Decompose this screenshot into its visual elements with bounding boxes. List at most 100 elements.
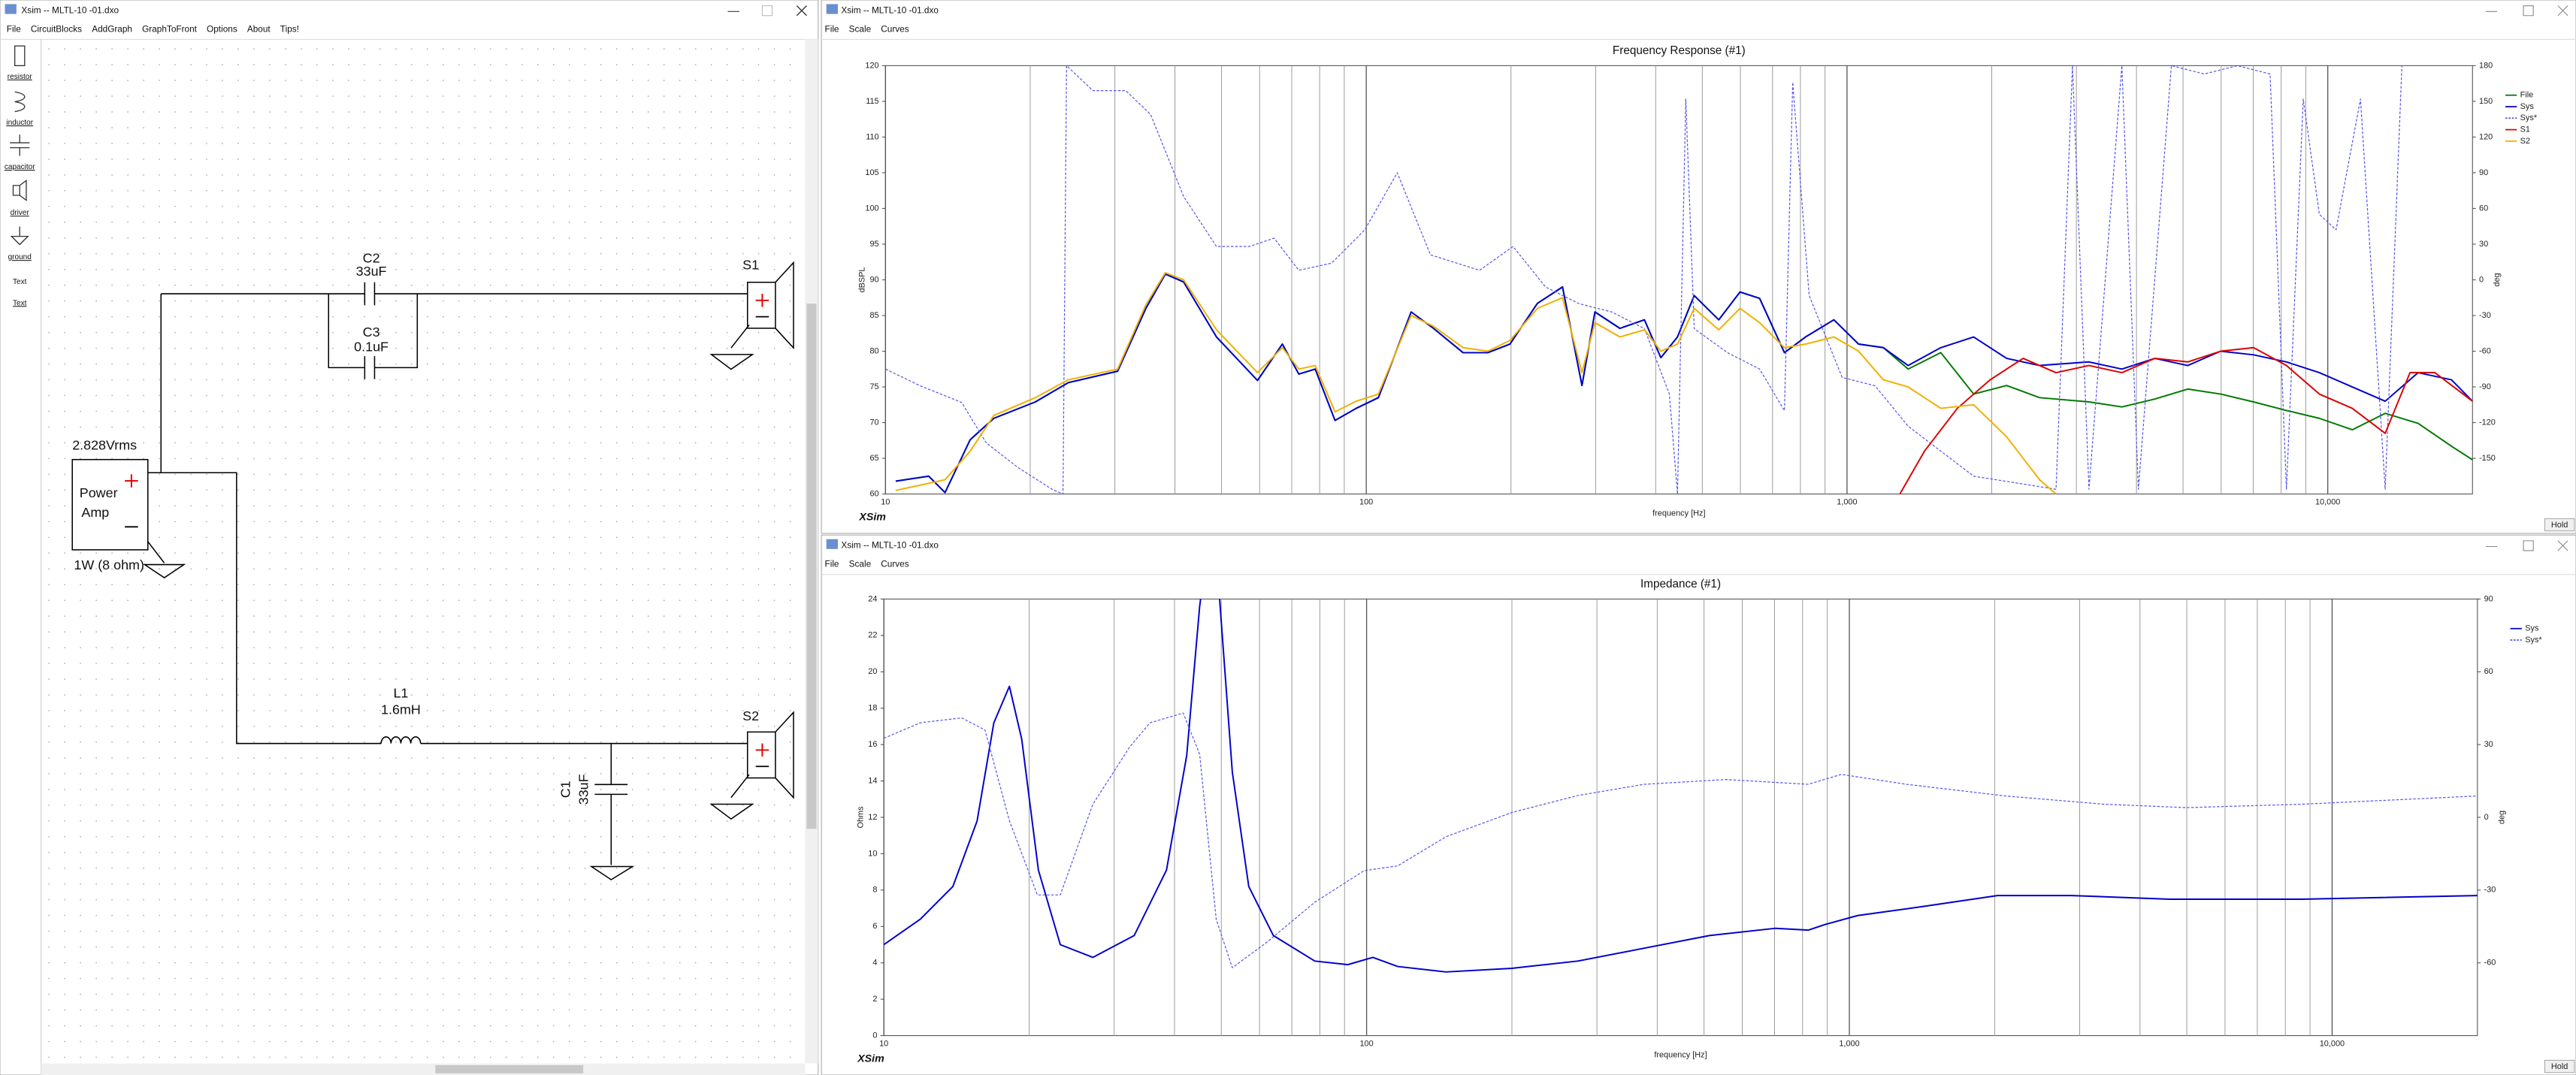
component-value: 33uF xyxy=(356,264,387,279)
app-icon xyxy=(5,4,17,14)
y-tick-label: 90 xyxy=(869,275,878,284)
speaker-s2[interactable] xyxy=(709,711,794,820)
series-line xyxy=(1899,346,2473,494)
tool-label[interactable]: capacitor xyxy=(5,163,35,171)
menu-item[interactable]: File xyxy=(7,23,21,34)
series-line xyxy=(884,712,2478,968)
menu-item[interactable]: File xyxy=(824,559,839,569)
menu-item[interactable]: Scale xyxy=(849,23,872,34)
series-line xyxy=(895,272,2057,494)
circuit xyxy=(71,261,794,880)
x-axis-label: frequency [Hz] xyxy=(1652,509,1705,518)
legend-label: S1 xyxy=(2520,125,2530,134)
menu-item[interactable]: CircuitBlocks xyxy=(31,23,82,34)
y-tick-label: 80 xyxy=(869,346,878,355)
component-name: C1 xyxy=(558,781,573,798)
hold-button[interactable] xyxy=(2544,518,2575,532)
legend-label: Sys xyxy=(2520,102,2535,111)
y2-tick-label: -30 xyxy=(2484,886,2496,895)
hold-label[interactable]: Hold xyxy=(2551,1062,2568,1071)
y-tick-label: 70 xyxy=(869,418,878,427)
y2-tick-label: 0 xyxy=(2484,813,2489,822)
window-controls[interactable] xyxy=(727,5,807,17)
y2-tick-label: 120 xyxy=(2479,132,2493,141)
inductor-icon[interactable] xyxy=(14,91,26,113)
y-tick-label: 85 xyxy=(869,311,878,320)
legend-label: Sys* xyxy=(2525,636,2542,645)
menu-item[interactable]: GraphToFront xyxy=(142,23,198,34)
window-title: Xsim -- MLTL-10 -01.dxo xyxy=(841,5,939,15)
speaker-s1[interactable] xyxy=(709,261,794,370)
tool-label[interactable]: Text xyxy=(13,278,27,286)
hold-label[interactable]: Hold xyxy=(2551,521,2568,530)
menu-bar: File Scale Curves xyxy=(824,559,909,569)
app-icon xyxy=(826,4,838,14)
component-value: 33uF xyxy=(576,774,591,805)
menu-item[interactable]: Options xyxy=(207,23,237,34)
menu-item[interactable]: Curves xyxy=(881,559,909,569)
y2-tick-label: 60 xyxy=(2484,667,2493,676)
tool-label[interactable]: inductor xyxy=(6,119,33,127)
legend-label: Sys* xyxy=(2520,113,2538,122)
y-tick-label: 6 xyxy=(872,922,877,931)
y2-tick-label: 30 xyxy=(2479,240,2488,249)
app-icon xyxy=(826,539,838,549)
menu-item[interactable]: Curves xyxy=(881,23,909,34)
component-name: S1 xyxy=(742,257,759,272)
x-tick-label: 10,000 xyxy=(2315,497,2340,506)
x-tick-label: 10 xyxy=(881,497,890,506)
window-controls[interactable] xyxy=(2485,5,2568,17)
toolbar: resistor inductor capacitor driver groun… xyxy=(5,45,35,307)
plot-area xyxy=(884,65,2473,495)
window-controls[interactable] xyxy=(2485,540,2568,551)
driver-icon[interactable] xyxy=(12,180,27,201)
y2-tick-label: -60 xyxy=(2484,959,2496,968)
scrollbar-horizontal[interactable] xyxy=(41,1063,806,1075)
y2-tick-label: 30 xyxy=(2484,740,2493,749)
tool-label[interactable]: ground xyxy=(8,253,32,261)
y-tick-label: 115 xyxy=(866,97,878,106)
y-tick-label: 65 xyxy=(869,454,878,463)
menu-item[interactable]: AddGraph xyxy=(92,23,132,34)
menu-item[interactable]: Tips! xyxy=(280,23,299,34)
ground-icon[interactable] xyxy=(10,226,29,246)
component-value: 1.6mH xyxy=(381,702,421,717)
menu-item[interactable]: Scale xyxy=(849,559,872,569)
hold-button[interactable] xyxy=(2544,1059,2575,1073)
series-line xyxy=(895,273,2473,494)
y-tick-label: 12 xyxy=(868,813,877,822)
y2-tick-label: -150 xyxy=(2479,454,2496,463)
x-tick-label: 100 xyxy=(1359,497,1373,506)
y-tick-label: 18 xyxy=(868,704,877,713)
schematic-window: Xsim -- MLTL-10 -01.dxo File CircuitBlock… xyxy=(0,0,819,1075)
menu-bar: File CircuitBlocks AddGraph GraphToFront Opt… xyxy=(7,23,299,34)
window-title: Xsim -- MLTL-10 -01.dxo xyxy=(21,5,119,15)
tool-label[interactable]: resistor xyxy=(8,73,33,81)
tool-label[interactable]: driver xyxy=(11,209,30,217)
y-tick-label: 60 xyxy=(869,489,878,498)
y2-tick-label: 60 xyxy=(2479,204,2488,213)
scroll-thumb[interactable] xyxy=(806,303,817,829)
capacitor-icon[interactable] xyxy=(10,134,30,156)
y2-tick-label: 150 xyxy=(2479,97,2493,106)
y-tick-label: 120 xyxy=(865,61,878,70)
y-tick-label: 0 xyxy=(872,1031,877,1040)
tool-label[interactable]: Text xyxy=(13,299,27,307)
resistor-icon[interactable] xyxy=(14,45,26,67)
legend-label: S2 xyxy=(2520,137,2530,146)
brand: XSim xyxy=(858,512,886,524)
amp-block[interactable] xyxy=(71,458,149,551)
component-name: C3 xyxy=(363,325,380,340)
y2-tick-label: 0 xyxy=(2479,275,2484,284)
x-tick-label: 100 xyxy=(1360,1039,1374,1048)
y-tick-label: 10 xyxy=(868,849,877,858)
menu-item[interactable]: File xyxy=(824,23,839,34)
series-line xyxy=(884,599,2478,973)
scroll-thumb[interactable] xyxy=(435,1064,584,1073)
menu-item[interactable]: About xyxy=(247,23,271,34)
amp-label: Power xyxy=(80,485,118,500)
y-tick-label: 110 xyxy=(866,132,878,141)
